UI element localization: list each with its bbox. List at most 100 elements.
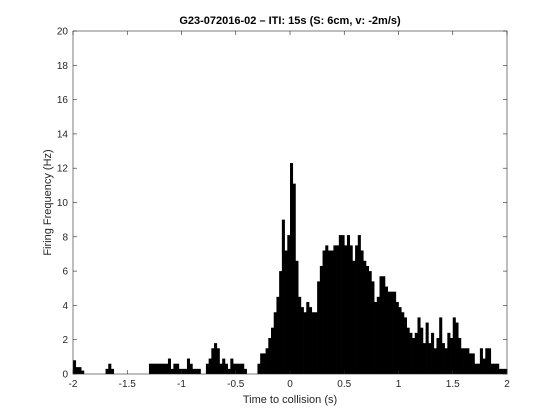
histogram-bar	[493, 363, 497, 374]
y-tick-label: 14	[57, 129, 69, 140]
histogram-bar	[241, 363, 245, 374]
histogram-bar	[395, 301, 399, 374]
histogram-bar	[292, 183, 296, 374]
histogram-bar	[295, 260, 299, 374]
histogram-bar	[273, 312, 277, 374]
histogram-bar	[368, 271, 372, 374]
histogram-bar	[488, 348, 492, 374]
x-tick-label: -1.5	[119, 379, 137, 390]
histogram-bar	[110, 368, 115, 374]
histogram-bar	[216, 348, 220, 374]
y-tick-label: 20	[57, 27, 69, 38]
histogram-bar	[195, 368, 199, 374]
histogram-bar	[197, 368, 201, 374]
histogram-bar	[81, 370, 85, 374]
histogram-bar	[281, 219, 285, 374]
histogram-bar	[496, 363, 500, 374]
x-tick-label: 1.5	[446, 379, 460, 390]
histogram-bar	[382, 276, 386, 374]
histogram-bar	[205, 363, 209, 374]
histogram-bar	[319, 265, 323, 374]
histogram-bar	[420, 327, 424, 374]
x-tick-label: -2	[69, 379, 78, 390]
histogram-bar	[504, 368, 508, 374]
histogram-bar	[336, 245, 340, 375]
histogram-bar	[230, 358, 234, 374]
histogram-bar	[317, 281, 321, 374]
histogram-bar	[338, 235, 342, 374]
histogram-bar	[167, 358, 171, 374]
histogram-bar	[447, 332, 451, 374]
x-tick-label: -1	[177, 379, 186, 390]
histogram-bar	[463, 348, 467, 374]
histogram-bar	[279, 271, 283, 374]
histogram-bar	[490, 363, 494, 374]
histogram-bar	[298, 296, 302, 374]
y-axis-label: Firing Frequency (Hz)	[42, 149, 54, 255]
histogram-bar	[165, 363, 169, 374]
x-tick-label: 2	[504, 379, 510, 390]
histogram-bar	[452, 317, 456, 374]
histogram-bar	[412, 337, 416, 374]
histogram-bar	[379, 276, 383, 374]
histogram-bar	[284, 250, 288, 374]
histogram-bar	[360, 250, 364, 374]
histogram-bar	[159, 363, 163, 374]
histogram-bar	[330, 250, 334, 374]
histogram-bar	[498, 368, 502, 374]
y-tick-label: 8	[62, 232, 68, 243]
histogram-bar	[325, 245, 329, 375]
histogram-bar	[271, 327, 275, 374]
y-tick-label: 0	[62, 370, 68, 381]
histogram-bar	[243, 368, 247, 374]
histogram-bar	[227, 368, 231, 374]
histogram-bar	[403, 317, 407, 374]
histogram-bar	[322, 250, 326, 374]
histogram-bar	[363, 260, 367, 374]
histogram-bar	[450, 337, 454, 374]
y-tick-label: 2	[62, 335, 68, 346]
histogram-bar	[154, 363, 158, 374]
y-tick-label: 12	[57, 164, 69, 175]
histogram-bar	[479, 348, 483, 374]
histogram-bar	[265, 348, 269, 374]
histogram-bar	[233, 363, 237, 374]
histogram-bar	[374, 301, 378, 374]
histogram-bar	[425, 322, 429, 374]
histogram-bar	[355, 245, 359, 375]
histogram-bar	[444, 348, 448, 374]
histogram-bar	[390, 291, 394, 374]
histogram-bar	[365, 265, 370, 374]
histogram-bar	[393, 291, 397, 374]
histogram-bar	[406, 327, 410, 374]
x-tick-label: -0.5	[227, 379, 245, 390]
histogram-bar	[477, 363, 481, 374]
y-tick-label: 6	[62, 267, 68, 278]
x-tick-label: 0.5	[337, 379, 351, 390]
histogram-bar	[341, 235, 345, 374]
histogram-bar	[148, 363, 153, 374]
histogram-bar	[211, 348, 215, 374]
histogram-bar	[78, 367, 82, 374]
histogram-bar	[208, 358, 212, 374]
histogram-bar	[257, 363, 261, 374]
histogram-bar	[308, 307, 313, 374]
histogram-bar	[471, 353, 475, 374]
y-tick-label: 10	[57, 198, 69, 209]
histogram-bar	[346, 235, 351, 374]
histogram-bar	[376, 296, 380, 374]
histogram-bar	[176, 363, 180, 374]
histogram-bar	[398, 307, 402, 374]
histogram-bar	[306, 301, 310, 374]
histogram-bar	[235, 363, 239, 374]
histogram-bar	[73, 360, 77, 374]
histogram-bar	[482, 358, 486, 374]
histogram-bar	[162, 363, 166, 374]
histogram-bar	[105, 368, 109, 374]
axes-box	[72, 30, 508, 375]
histogram-bar	[184, 368, 188, 374]
histogram-bar	[433, 348, 437, 374]
histogram-bar	[417, 317, 421, 374]
histogram-bar	[428, 343, 432, 374]
histogram-bar	[439, 317, 443, 374]
